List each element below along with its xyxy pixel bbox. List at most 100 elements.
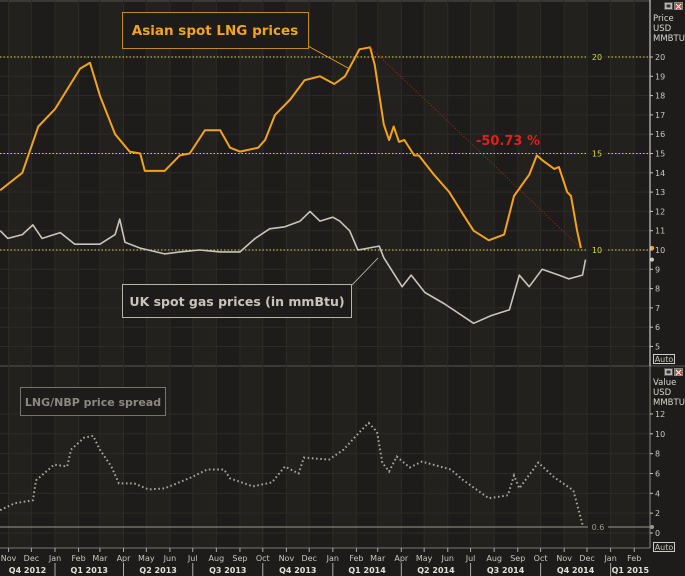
lng-callout-box	[122, 12, 309, 49]
month-label: Mar	[92, 554, 108, 563]
auto-scale-label[interactable]: Auto	[655, 543, 674, 552]
y-tick-label: 10	[655, 246, 665, 255]
y-tick-label: 16	[655, 130, 665, 139]
y-tick-label: 15	[655, 150, 665, 159]
y-tick-label: 4	[655, 489, 660, 498]
month-band	[424, 0, 448, 548]
restore-icon-inner	[666, 4, 671, 8]
month-band	[99, 0, 124, 548]
quarter-label: Q2 2013	[139, 566, 176, 575]
month-label: Jun	[163, 554, 177, 563]
month-band	[517, 0, 541, 548]
quarter-label: Q4 2012	[9, 566, 46, 575]
month-band	[610, 0, 635, 548]
y-axis-unit-label: Price	[653, 14, 674, 24]
y-tick-label: 8	[655, 450, 660, 459]
month-label: Sep	[232, 554, 247, 563]
month-label: Dec	[579, 554, 594, 563]
y-tick-label: 6	[655, 323, 660, 332]
auto-scale-button[interactable]	[653, 542, 675, 552]
month-band	[146, 0, 170, 548]
month-label: Jul	[187, 554, 198, 563]
month-label: Feb	[72, 554, 86, 563]
change-trend-line	[369, 46, 582, 249]
y-tick-label: 5	[655, 343, 660, 352]
lng-price-line	[0, 46, 582, 249]
month-band	[286, 0, 310, 548]
month-label: Feb	[349, 554, 363, 563]
month-label: Jan	[326, 554, 339, 563]
restore-icon-inner	[666, 370, 671, 374]
y-axis-unit-label: Value	[653, 378, 676, 388]
change-percent-label: -50.73 %	[476, 134, 540, 149]
month-label: Apr	[117, 554, 132, 563]
quarter-label: Q3 2014	[487, 566, 525, 575]
month-label: Apr	[394, 554, 409, 563]
quarter-label: Q4 2014	[557, 566, 595, 575]
month-label: Nov	[279, 554, 295, 563]
close-icon-glyph	[675, 369, 682, 376]
reference-line-label: 10	[592, 246, 602, 255]
y-tick-label: 10	[655, 430, 665, 439]
quarter-label: Q2 2014	[417, 566, 455, 575]
auto-scale-button[interactable]	[653, 354, 675, 364]
month-band	[239, 0, 263, 548]
y-tick-label: 20	[655, 53, 665, 62]
month-label: May	[138, 554, 155, 563]
y-tick-label: 7	[655, 304, 660, 313]
month-label: Dec	[24, 554, 39, 563]
month-label: Nov	[556, 554, 572, 563]
y-tick-label: 6	[655, 469, 660, 478]
y-tick-label: 19	[655, 72, 665, 81]
month-band	[332, 0, 357, 548]
last-value-marker	[650, 525, 654, 530]
spread-callout-label: LNG/NBP price spread	[25, 396, 161, 409]
month-label: Sep	[510, 554, 525, 563]
y-tick-label: 11	[655, 227, 665, 236]
month-label: Aug	[209, 554, 225, 563]
y-tick-label: 12	[655, 410, 665, 419]
auto-scale-label[interactable]: Auto	[655, 355, 674, 364]
spread-dotted-line	[0, 421, 585, 528]
y-tick-label: 0	[655, 529, 660, 538]
reference-line-label: 15	[592, 150, 602, 159]
month-label: Dec	[301, 554, 316, 563]
annotations: Asian spot LNG prices UK spot gas prices …	[20, 12, 582, 416]
month-label: Jan	[48, 554, 61, 563]
quarter-label: Q1 2015	[612, 566, 650, 575]
y-tick-label: 2	[655, 509, 660, 518]
y-tick-label: 17	[655, 111, 665, 120]
reference-line-label: 0.6	[592, 523, 605, 532]
month-label: Jul	[465, 554, 476, 563]
month-band	[564, 0, 588, 548]
month-label: Aug	[486, 554, 502, 563]
quarter-label: Q4 2013	[279, 566, 316, 575]
spread-callout-box	[20, 387, 166, 416]
y-axis-unit-label: MMBTU	[653, 398, 685, 408]
reference-line-label: 20	[592, 53, 602, 62]
month-label: Oct	[534, 554, 548, 563]
month-label: Jan	[603, 554, 616, 563]
y-tick-label: 18	[655, 92, 665, 101]
y-tick-label: 8	[655, 285, 660, 294]
month-label: Jun	[440, 554, 454, 563]
y-tick-label: 13	[655, 188, 665, 197]
y-tick-label: 12	[655, 207, 665, 216]
callout-leader	[351, 257, 379, 286]
month-label: Nov	[1, 554, 17, 563]
quarter-label: Q1 2013	[71, 566, 108, 575]
month-band	[8, 0, 32, 548]
month-label: Mar	[370, 554, 386, 563]
close-icon-glyph	[675, 3, 682, 10]
callout-leader	[307, 45, 349, 69]
last-value-marker	[649, 245, 655, 251]
month-label: May	[416, 554, 433, 563]
month-band	[470, 0, 495, 548]
y-tick-label: 9	[655, 265, 660, 274]
grid-lines	[0, 0, 650, 548]
uk-callout-box	[122, 284, 352, 318]
y-tick-label: 14	[655, 169, 665, 178]
month-band	[377, 0, 402, 548]
